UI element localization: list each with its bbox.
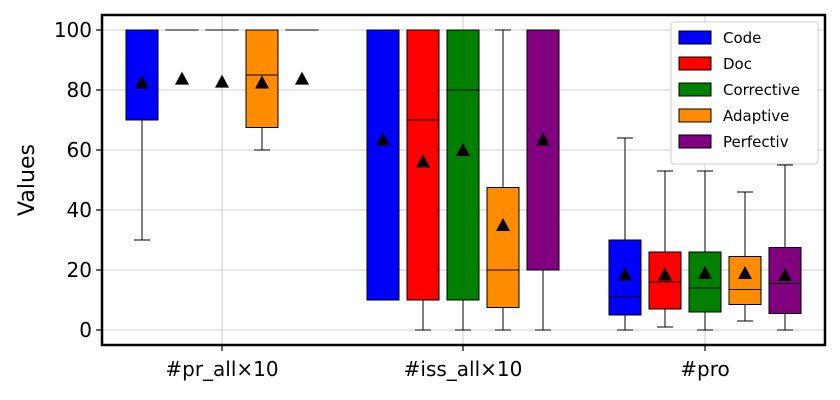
box-perfectiv-1: [285, 29, 319, 85]
x-axis: #pr_all×10 #iss_all×10 #pro: [165, 345, 730, 381]
mean-marker: [778, 268, 792, 282]
box-adaptive-2: [486, 29, 520, 331]
mean-marker: [738, 266, 752, 279]
y-tick-label: 40: [67, 198, 92, 222]
legend-label-perfectiv: Perfectiv: [723, 133, 789, 151]
mean-marker: [496, 218, 510, 231]
box-perfectiv-2: [526, 29, 560, 331]
y-tick-label: 60: [67, 138, 92, 162]
legend: Code Doc Corrective Adaptive Perfectiv: [670, 21, 819, 165]
box-perfectiv-3: [768, 164, 802, 331]
mean-marker: [658, 267, 672, 281]
legend-label-corrective: Corrective: [723, 81, 800, 99]
mean-marker: [376, 132, 390, 146]
iqr-box: [486, 187, 520, 308]
mean-marker: [295, 71, 309, 85]
iqr-box: [728, 256, 762, 305]
box-code-3: [608, 137, 642, 331]
box-corrective-1: [205, 29, 239, 88]
mean-marker: [175, 71, 189, 85]
box-doc-3: [648, 170, 682, 328]
mean-marker: [416, 154, 430, 168]
mean-marker: [255, 75, 269, 89]
legend-swatch-adaptive: [678, 108, 712, 123]
y-tick-label: 20: [67, 258, 92, 282]
legend-swatch-code: [678, 30, 712, 45]
box-doc-1: [165, 29, 199, 85]
iqr-box: [446, 29, 480, 301]
iqr-box: [688, 251, 722, 313]
iqr-box: [526, 29, 560, 271]
iqr-box: [125, 29, 159, 121]
box-doc-2: [406, 29, 440, 331]
box-code-1: [125, 29, 159, 241]
legend-label-doc: Doc: [723, 55, 752, 73]
box-adaptive-3: [728, 191, 762, 322]
mean-marker: [215, 74, 229, 88]
legend-swatch-corrective: [678, 82, 712, 97]
legend-swatch-doc: [678, 56, 712, 71]
iqr-box: [366, 29, 400, 301]
box-adaptive-1: [245, 29, 279, 151]
mean-marker: [536, 132, 550, 146]
box-series: [125, 29, 802, 331]
mean-marker: [618, 267, 632, 281]
mean-marker: [135, 75, 149, 89]
x-tick-label: #pro: [680, 357, 729, 381]
y-axis-label: Values: [15, 144, 40, 216]
mean-marker: [456, 143, 470, 156]
y-tick-label: 80: [67, 78, 92, 102]
box-corrective-3: [688, 170, 722, 331]
x-tick-label: #pr_all×10: [165, 357, 278, 381]
box-code-2: [366, 29, 400, 301]
y-axis: 0 20 40 60 80 100: [54, 18, 102, 342]
box-corrective-2: [446, 29, 480, 331]
plot-frame: [100, 13, 827, 347]
y-tick-label: 0: [79, 318, 92, 342]
legend-label-adaptive: Adaptive: [723, 107, 789, 125]
x-tick-label: #iss_all×10: [404, 357, 523, 381]
y-tick-label: 100: [54, 18, 92, 42]
legend-swatch-perfectiv: [678, 134, 712, 149]
legend-label-code: Code: [723, 29, 761, 47]
mean-marker: [698, 266, 712, 279]
iqr-box: [768, 247, 802, 314]
